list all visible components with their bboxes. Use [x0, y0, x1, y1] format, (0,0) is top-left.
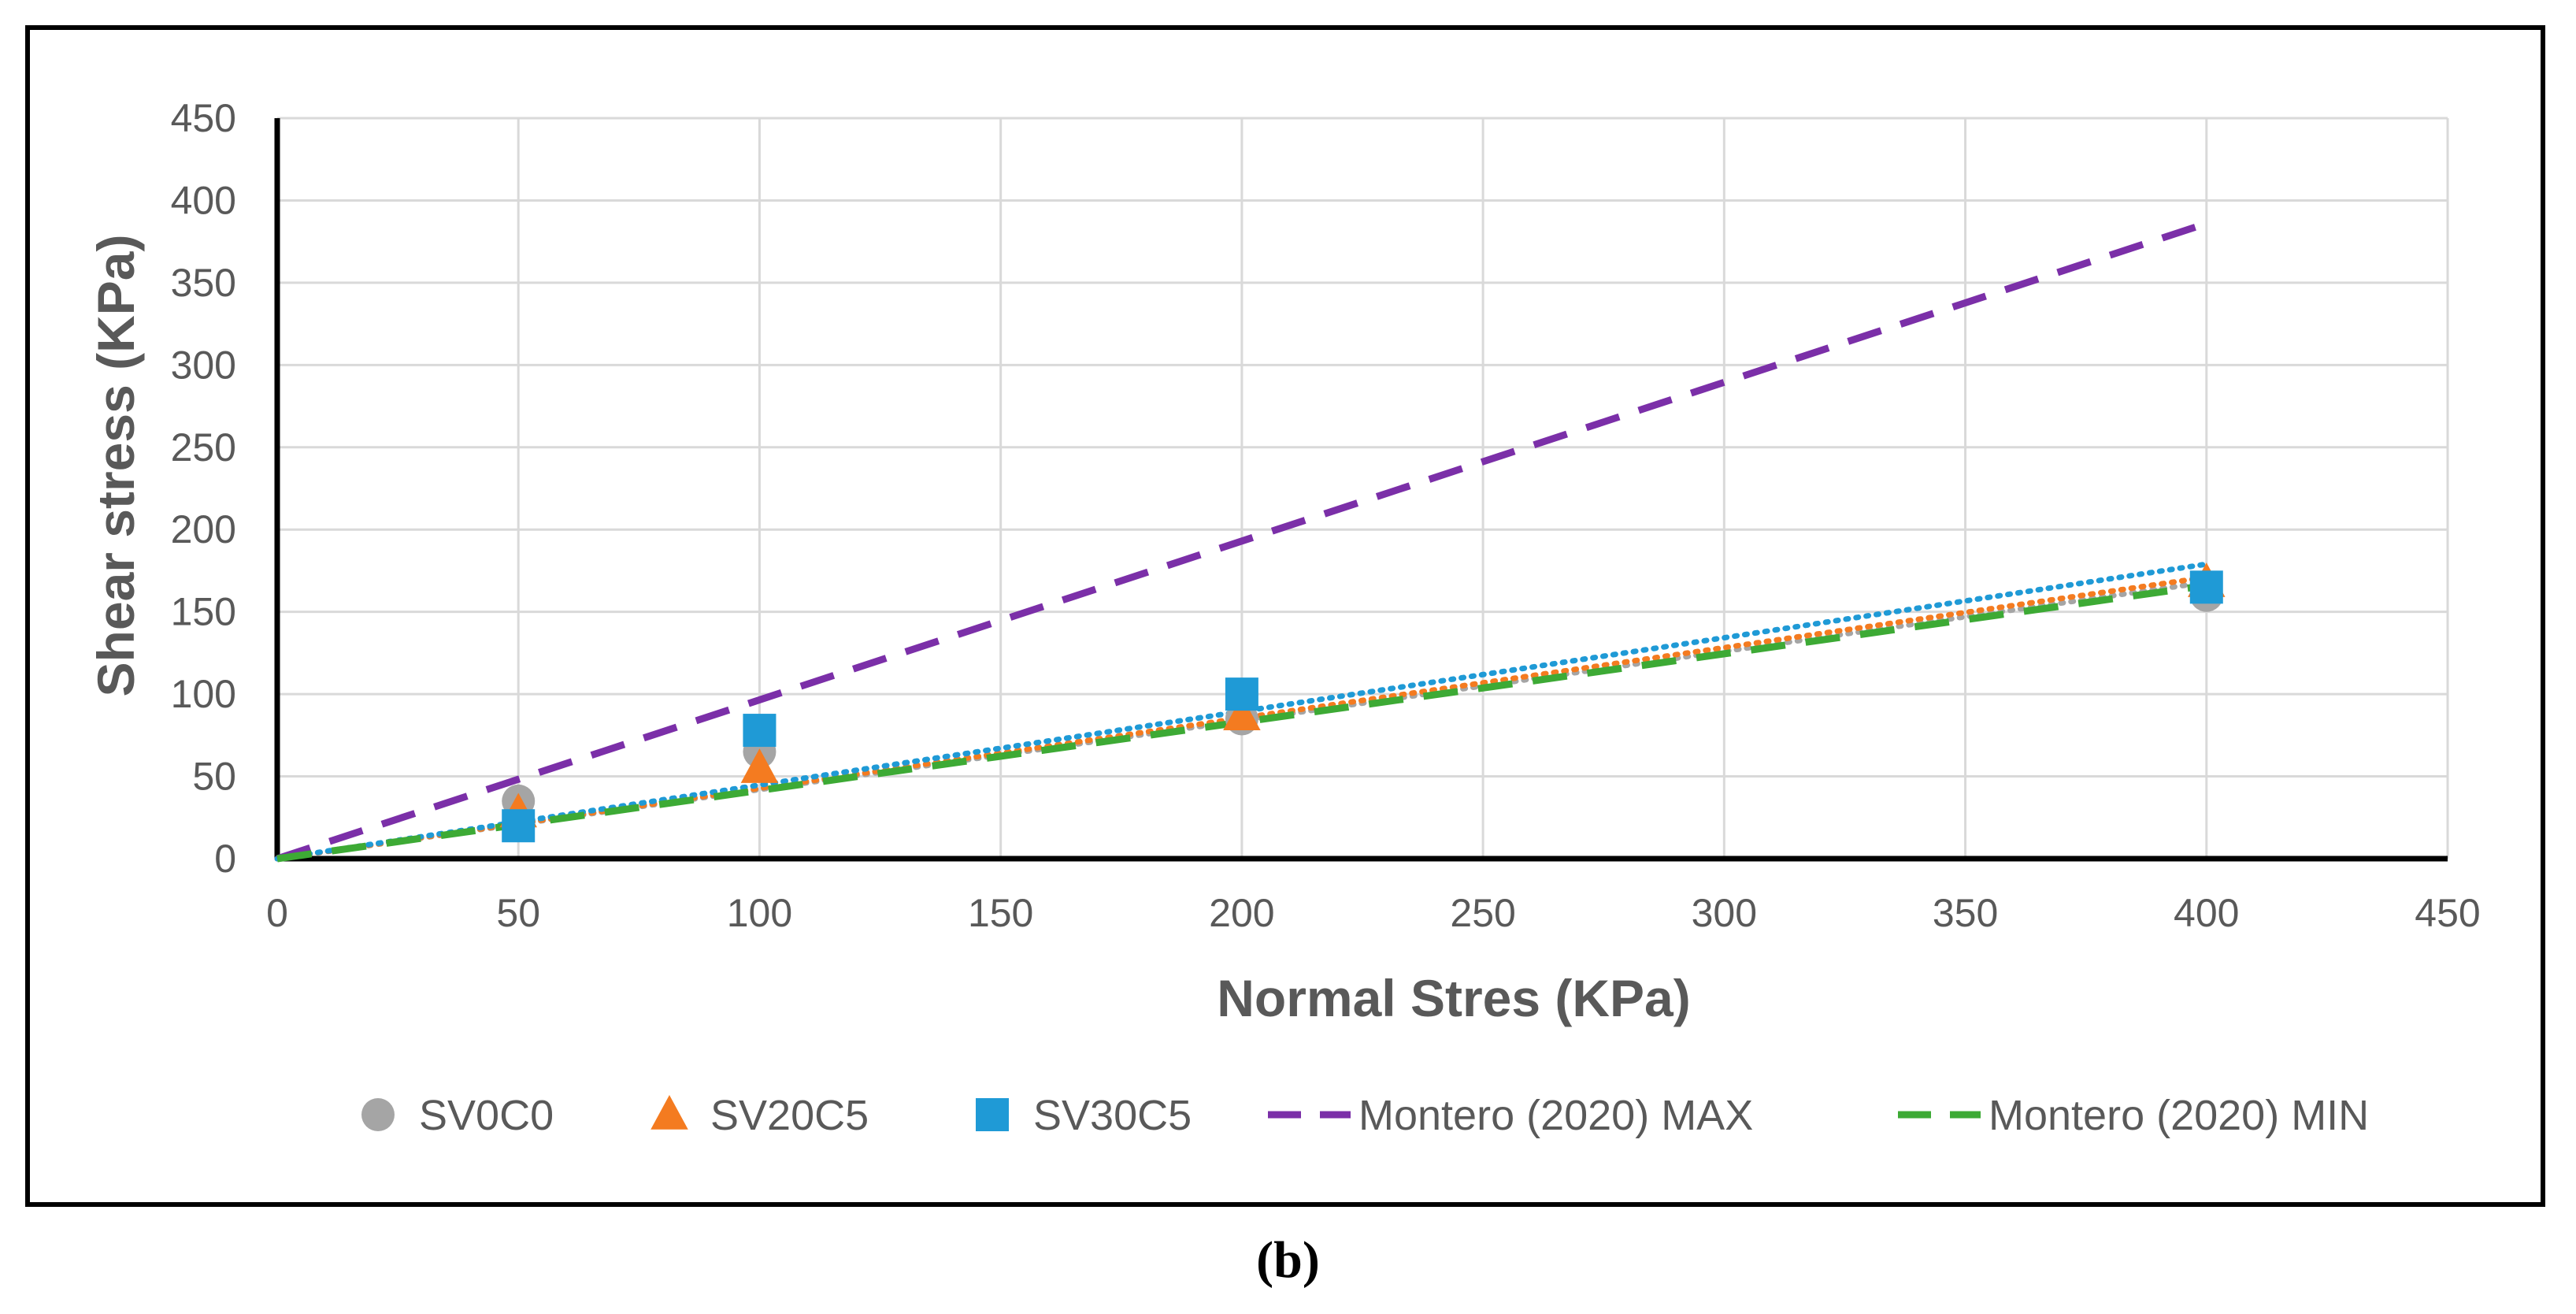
legend-label-sv0c0: SV0C0 [419, 1092, 554, 1139]
legend-label-montero-2020-min: Montero (2020) MIN [1989, 1092, 2369, 1139]
point-sv20c5 [1223, 696, 1261, 731]
legend-marker-sv0c0 [361, 1098, 395, 1131]
figure-caption: (b) [1256, 1231, 1320, 1289]
x-tick-label: 50 [496, 891, 540, 935]
y-tick-label: 150 [171, 590, 236, 634]
legend-label-montero-2020-max: Montero (2020) MAX [1358, 1092, 1753, 1139]
tick-layer: 0 50 100 150 200 250 300 350 400 450 0 50 100 150 200 2… [171, 96, 2481, 935]
point-sv30c5 [1225, 677, 1258, 711]
legend-marker-sv30c5 [976, 1098, 1009, 1131]
x-tick-label: 150 [968, 891, 1033, 935]
y-tick-label: 350 [171, 261, 236, 305]
x-tick-label: 200 [1209, 891, 1274, 935]
point-sv30c5 [2189, 570, 2223, 604]
point-sv20c5 [740, 748, 779, 783]
y-tick-label: 300 [171, 343, 236, 387]
y-tick-label: 400 [171, 178, 236, 222]
x-tick-label: 250 [1450, 891, 1515, 935]
x-tick-label: 0 [266, 891, 288, 935]
reference-line-layer [276, 220, 2208, 863]
line-montero-2020-max [276, 220, 2208, 863]
point-sv30c5 [502, 809, 536, 843]
y-tick-label: 100 [171, 672, 236, 716]
y-tick-label: 0 [214, 837, 236, 881]
y-tick-label: 450 [171, 96, 236, 140]
marker-layer [499, 562, 2226, 843]
y-tick-label: 50 [192, 755, 236, 799]
x-tick-label: 450 [2415, 891, 2480, 935]
legend-label-sv30c5: SV30C5 [1033, 1092, 1192, 1139]
axis-layer [274, 118, 2448, 862]
grid-layer [277, 117, 2449, 859]
x-tick-label: 350 [1933, 891, 1998, 935]
x-tick-label: 100 [727, 891, 792, 935]
legend: SV0C0 SV20C5 SV30C5 Montero (2020) MAX Monte… [361, 1092, 2369, 1139]
x-axis-title: Normal Stres (KPa) [1217, 969, 1691, 1027]
line-montero-2020-min [276, 581, 2207, 863]
x-tick-label: 400 [2174, 891, 2239, 935]
point-sv30c5 [743, 714, 777, 748]
y-tick-label: 200 [171, 507, 236, 551]
x-tick-label: 300 [1692, 891, 1757, 935]
chart-frame [25, 25, 2545, 1207]
legend-label-sv20c5: SV20C5 [710, 1092, 869, 1139]
y-tick-label: 250 [171, 425, 236, 470]
legend-marker-sv20c5 [650, 1095, 688, 1130]
y-axis-title: Shear stress (KPa) [87, 235, 145, 697]
